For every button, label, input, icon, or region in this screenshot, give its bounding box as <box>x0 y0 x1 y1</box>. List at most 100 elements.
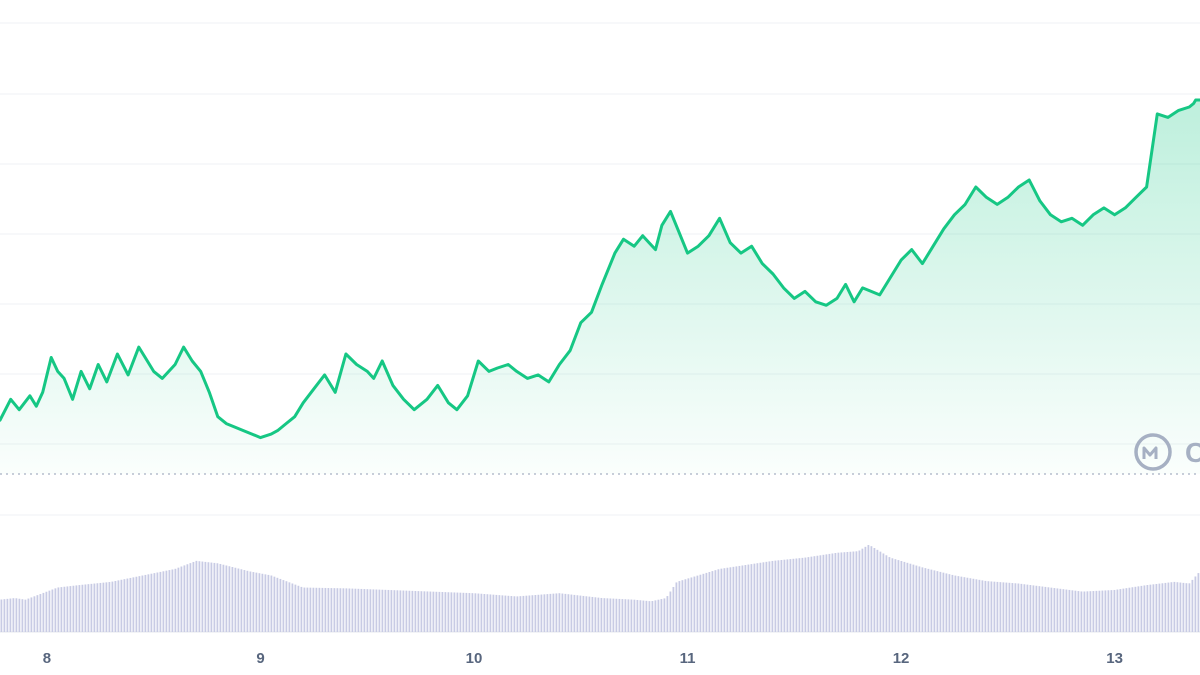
volume-bar <box>1011 583 1014 632</box>
volume-bar <box>267 574 270 632</box>
volume-bar <box>306 587 309 632</box>
x-tick-label: 8 <box>43 650 51 667</box>
volume-bar <box>513 596 516 632</box>
volume-bar <box>63 586 66 632</box>
volume-bar <box>651 601 654 632</box>
volume-bar <box>24 599 27 632</box>
volume-bar <box>573 594 576 632</box>
volume-bar <box>444 592 447 632</box>
volume-bar <box>195 560 198 632</box>
volume-bar <box>657 599 660 632</box>
volume-bar <box>273 576 276 632</box>
volume-bar <box>696 575 699 632</box>
volume-bar <box>942 572 945 632</box>
volume-bar <box>1050 587 1053 632</box>
volume-bar <box>936 571 939 632</box>
volume-bar <box>576 595 579 632</box>
volume-bar <box>180 566 183 632</box>
volume-bar <box>93 583 96 632</box>
volume-bar <box>1014 583 1017 632</box>
volume-bar <box>993 581 996 632</box>
volume-bar <box>966 577 969 632</box>
volume-bar <box>759 562 762 632</box>
volume-bar <box>711 571 714 632</box>
volume-bar <box>234 567 237 632</box>
volume-bar <box>237 568 240 632</box>
volume-bar <box>441 592 444 632</box>
x-axis-ticks: 8 9 10 11 12 13 <box>43 650 1123 667</box>
volume-bar <box>186 564 189 632</box>
volume-bar <box>162 571 165 632</box>
volume-bar <box>432 591 435 632</box>
volume-bar <box>861 548 864 632</box>
volume-bar <box>1191 579 1194 632</box>
volume-bar <box>60 587 63 632</box>
volume-bar <box>396 590 399 632</box>
volume-bar <box>540 594 543 632</box>
volume-bar <box>351 588 354 632</box>
volume-bar <box>738 565 741 632</box>
volume-bar <box>843 552 846 632</box>
volume-bar <box>900 560 903 632</box>
volume-bar <box>999 582 1002 632</box>
volume-bar <box>360 588 363 632</box>
volume-bar <box>768 561 771 632</box>
volume-bar <box>0 599 3 632</box>
volume-bar <box>486 594 489 632</box>
volume-bar <box>330 588 333 632</box>
volume-bar <box>75 585 78 632</box>
volume-bar <box>294 584 297 632</box>
volume-bar <box>1176 582 1179 632</box>
volume-bar <box>750 564 753 632</box>
volume-bar <box>975 579 978 632</box>
volume-bar <box>525 595 528 632</box>
volume-bar <box>135 576 138 632</box>
volume-bar <box>333 588 336 632</box>
volume-bar <box>456 592 459 632</box>
volume-bar <box>408 590 411 632</box>
volume-bar <box>921 567 924 632</box>
volume-bar <box>1161 583 1164 632</box>
volume-bar <box>1077 591 1080 632</box>
volume-bar <box>852 551 855 632</box>
volume-bar <box>1062 589 1065 632</box>
volume-bar <box>426 591 429 632</box>
volume-bar <box>687 578 690 632</box>
volume-bar <box>1059 588 1062 632</box>
volume-bar <box>582 595 585 632</box>
volume-bar <box>516 596 519 632</box>
volume-bar <box>660 599 663 632</box>
volume-bar <box>987 581 990 632</box>
volume-bar <box>213 562 216 632</box>
volume-bar <box>177 567 180 632</box>
volume-bar <box>84 584 87 632</box>
volume-bar <box>189 563 192 632</box>
volume-bar <box>315 587 318 632</box>
volume-bar <box>726 567 729 632</box>
volume-bar <box>402 590 405 632</box>
volume-bar <box>417 591 420 632</box>
volume-bar <box>561 593 564 632</box>
volume-bar <box>1134 586 1137 632</box>
volume-bar <box>1104 590 1107 632</box>
volume-bar <box>663 598 666 632</box>
volume-bar <box>207 562 210 632</box>
volume-bar <box>579 595 582 632</box>
volume-bar <box>1083 591 1086 632</box>
volume-bar <box>1140 585 1143 632</box>
volume-bar <box>1185 583 1188 632</box>
volume-bar <box>834 553 837 632</box>
volume-bar <box>105 582 108 632</box>
volume-bar <box>621 599 624 632</box>
volume-bar <box>714 570 717 632</box>
volume-bar <box>549 593 552 632</box>
volume-bar <box>453 592 456 632</box>
volume-bar <box>423 591 426 632</box>
volume-bar <box>1128 587 1131 632</box>
volume-bar <box>1125 588 1128 632</box>
volume-bar <box>798 558 801 632</box>
volume-bar <box>156 572 159 632</box>
volume-bar <box>363 589 366 632</box>
coinmarketcap-logo-icon <box>1134 433 1172 471</box>
volume-bar <box>1035 585 1038 632</box>
